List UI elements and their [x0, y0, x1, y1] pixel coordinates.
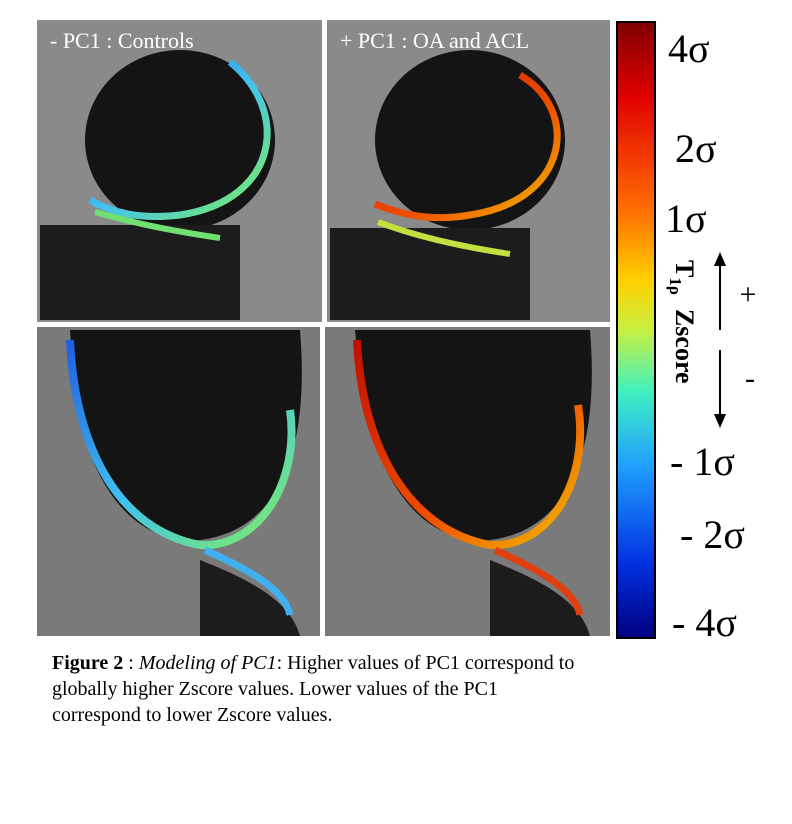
- caption-line: globally higher Zscore values. Lower val…: [52, 678, 498, 700]
- colorbar: [616, 21, 656, 639]
- caption-italic: Modeling of PC1: [138, 652, 277, 674]
- caption-text: : Higher values of PC1 correspond to: [276, 652, 575, 674]
- caption-sep: :: [123, 652, 139, 674]
- panel-label: + PC1 : OA and ACL: [340, 28, 529, 53]
- colorbar-tick-label: - 2σ: [680, 512, 745, 557]
- panel-label: - PC1 : Controls: [50, 28, 194, 53]
- label-sub: 1ρ: [666, 277, 685, 295]
- plus-sign: +: [740, 278, 757, 311]
- caption-label: Figure 2: [52, 652, 124, 674]
- minus-sign: -: [745, 362, 755, 395]
- colorbar-label: T1ρ Zscore: [666, 260, 699, 384]
- colorbar-tick-label: - 1σ: [670, 439, 735, 484]
- caption-line: Figure 2 : Modeling of PC1: Higher value…: [52, 652, 574, 675]
- colorbar-tick-label: - 4σ: [672, 600, 737, 645]
- mri-panel: [327, 20, 610, 322]
- label-rest: Zscore: [670, 309, 699, 384]
- arrow-head: [714, 414, 726, 428]
- mri-panel: [37, 327, 320, 636]
- caption-line: correspond to lower Zscore values.: [52, 704, 333, 726]
- colorbar-tick-label: 2σ: [675, 126, 717, 171]
- figure: - PC1 : Controls + PC1 : OA and ACL 4σ 2σ…: [37, 19, 757, 645]
- colorbar-tick-label: 1σ: [665, 196, 707, 241]
- label-main: T: [670, 260, 699, 277]
- mri-panel: [325, 327, 610, 636]
- arrow-head: [714, 252, 726, 266]
- colorbar-tick-label: 4σ: [668, 26, 710, 71]
- mri-panel: [37, 20, 322, 322]
